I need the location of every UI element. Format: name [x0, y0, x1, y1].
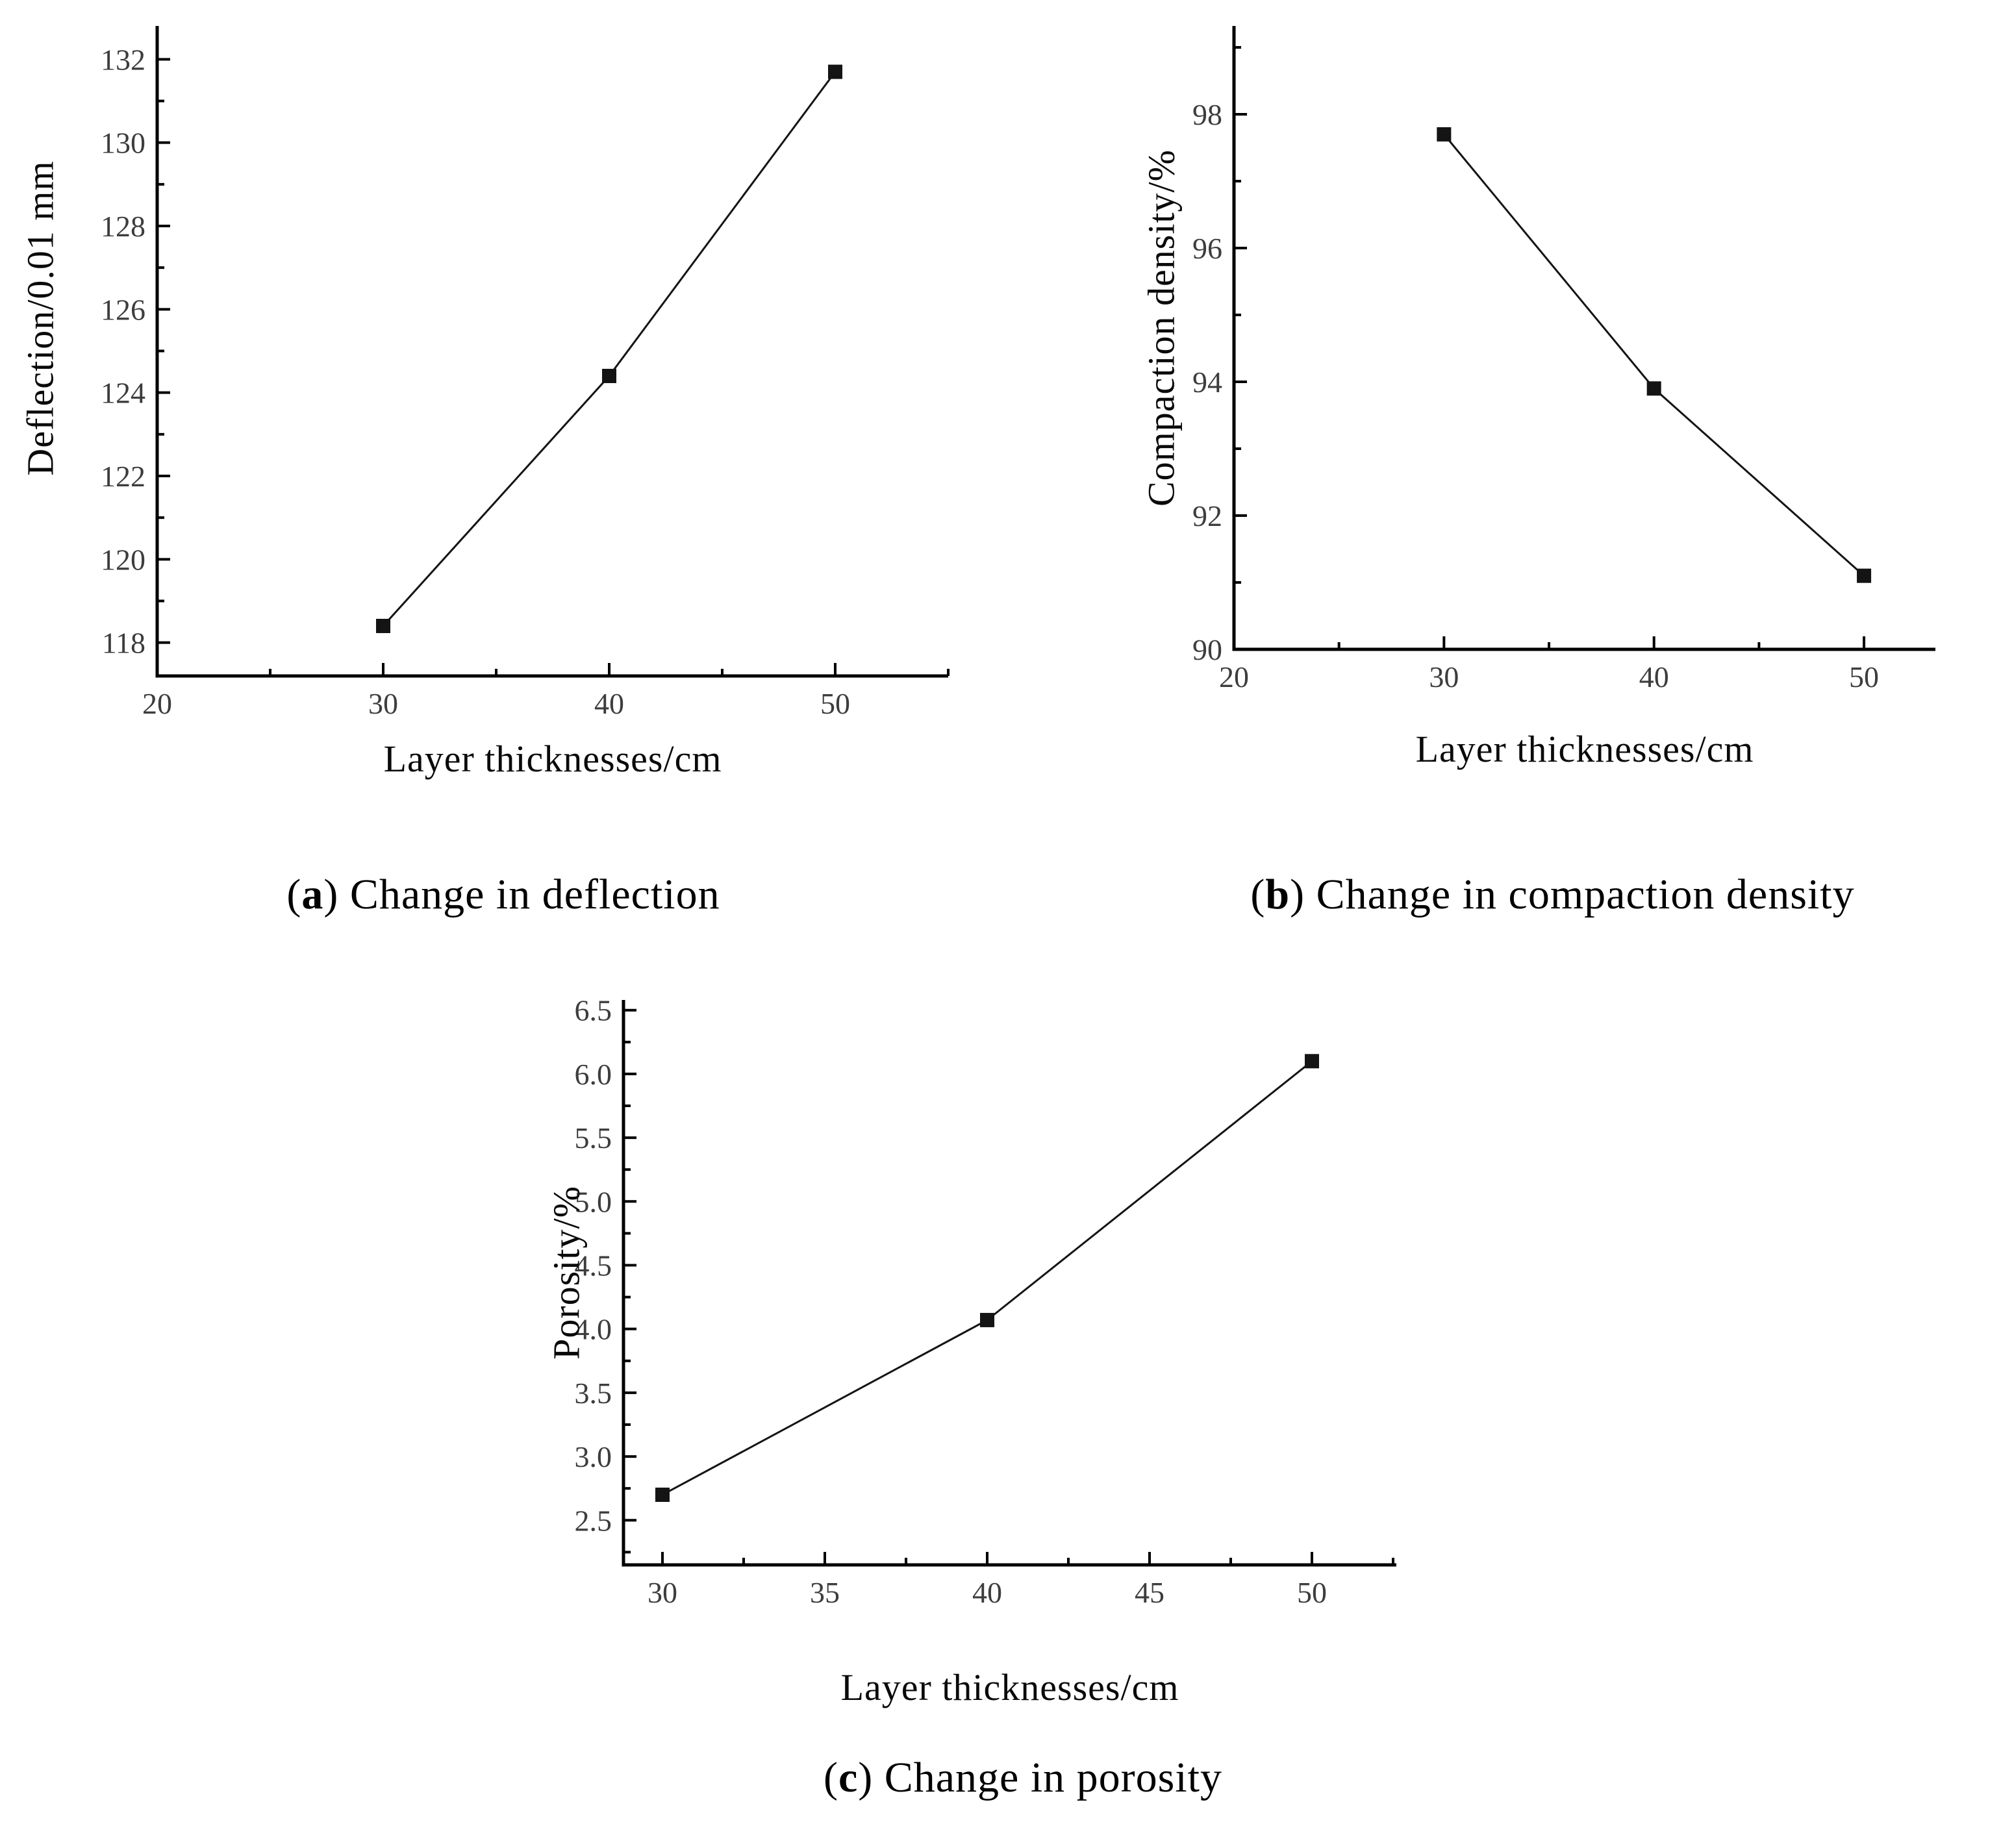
data-point-marker	[1437, 127, 1452, 142]
y-tick-label: 4.0	[575, 1313, 612, 1346]
x-tick-label: 30	[1429, 660, 1459, 693]
data-point-marker	[602, 369, 616, 383]
data-series	[382, 71, 837, 627]
y-tick-label: 2.5	[575, 1504, 612, 1537]
y-tick-label: 126	[101, 293, 145, 326]
y-tick-label: 132	[101, 43, 145, 76]
chart-b: 20 30 40 50 90 92 94 96 98 Compaction density/% …	[1007, 0, 2001, 857]
data-point-marker	[828, 64, 842, 79]
x-tick-label: 40	[594, 687, 624, 720]
axis-spine	[155, 26, 948, 678]
x-tick-label: 35	[810, 1576, 840, 1609]
y-tick-label: 96	[1192, 232, 1222, 265]
caption-b-text: Change in compaction density	[1316, 871, 1855, 918]
caption-b-prefix: (	[1250, 871, 1266, 918]
x-tick-label: 20	[142, 687, 172, 720]
caption-c-text: Change in porosity	[884, 1754, 1223, 1801]
y-tick-label: 94	[1192, 366, 1222, 399]
caption-b: (b) Change in compaction density	[1104, 870, 2001, 919]
caption-b-suffix: )	[1290, 871, 1316, 918]
caption-a-letter: a	[301, 871, 324, 918]
chart-b-plot: 20 30 40 50 90 92 94 96 98	[1192, 26, 1935, 693]
chart-c-x-axis-label: Layer thicknesses/cm	[840, 1666, 1179, 1708]
data-series	[1443, 133, 1865, 577]
y-tick-label: 3.0	[575, 1440, 612, 1473]
x-tick-label: 20	[1219, 660, 1249, 693]
y-tick-label: 4.5	[575, 1249, 612, 1282]
y-tick-label: 6.5	[575, 994, 612, 1027]
y-tick-label: 92	[1192, 499, 1222, 532]
y-tick-label: 122	[101, 460, 145, 493]
y-tick-label: 3.5	[575, 1377, 612, 1410]
y-tick-label: 90	[1192, 633, 1222, 666]
y-tick-label: 5.0	[575, 1185, 612, 1218]
x-tick-label: 30	[648, 1576, 677, 1609]
chart-a: 20 30 40 50 118 120 122 124 126 128 130 132 Deflect…	[0, 0, 1007, 857]
y-tick-label: 98	[1192, 98, 1222, 131]
chart-c-y-axis-label: Porosity/%	[545, 1186, 588, 1360]
x-tick-label: 45	[1135, 1576, 1164, 1609]
y-tick-label: 128	[101, 210, 145, 243]
x-tick-label: 50	[820, 687, 850, 720]
data-point-marker	[980, 1312, 994, 1327]
x-tick-label: 40	[972, 1576, 1002, 1609]
data-point-marker	[655, 1487, 670, 1502]
data-point-marker	[1646, 381, 1661, 396]
y-tick-label: 120	[101, 543, 145, 576]
x-tick-label: 50	[1849, 660, 1879, 693]
data-point-marker	[1857, 568, 1872, 583]
caption-a-suffix: )	[323, 871, 350, 918]
chart-c-plot: 30 35 40 45 50 2.5 3.0 3.5 4.0 4.5 5.0 5.5 6.0 6.5	[575, 994, 1396, 1609]
caption-a: (a) Change in deflection	[0, 870, 1007, 919]
axis-spine	[622, 1000, 1396, 1567]
x-tick-label: 40	[1639, 660, 1669, 693]
chart-a-y-axis-label: Deflection/0.01 mm	[19, 160, 62, 476]
chart-a-x-axis-label: Layer thicknesses/cm	[383, 738, 722, 780]
caption-c-letter: c	[838, 1754, 859, 1801]
data-point-marker	[1305, 1054, 1319, 1069]
data-series	[662, 1060, 1313, 1496]
chart-b-x-axis-label: Layer thicknesses/cm	[1415, 728, 1754, 770]
chart-b-y-axis-label: Compaction density/%	[1140, 149, 1183, 506]
x-tick-label: 50	[1297, 1576, 1327, 1609]
chart-c: 30 35 40 45 50 2.5 3.0 3.5 4.0 4.5 5.0 5.5 6.0 6.5 Po…	[422, 961, 1624, 1773]
caption-b-letter: b	[1265, 871, 1290, 918]
chart-a-plot: 20 30 40 50 118 120 122 124 126 128 130 132	[101, 26, 950, 720]
caption-a-prefix: (	[286, 871, 302, 918]
caption-c-suffix: )	[858, 1754, 885, 1801]
x-tick-label: 30	[368, 687, 398, 720]
y-tick-label: 6.0	[575, 1058, 612, 1091]
caption-a-text: Change in deflection	[349, 871, 720, 918]
y-tick-label: 118	[102, 627, 145, 660]
caption-c-prefix: (	[823, 1754, 838, 1801]
y-tick-label: 124	[101, 377, 145, 410]
y-tick-label: 5.5	[575, 1121, 612, 1155]
caption-c: (c) Change in porosity	[422, 1753, 1624, 1803]
y-tick-label: 130	[101, 127, 145, 160]
axis-spine	[1232, 26, 1935, 651]
data-point-marker	[376, 619, 390, 633]
